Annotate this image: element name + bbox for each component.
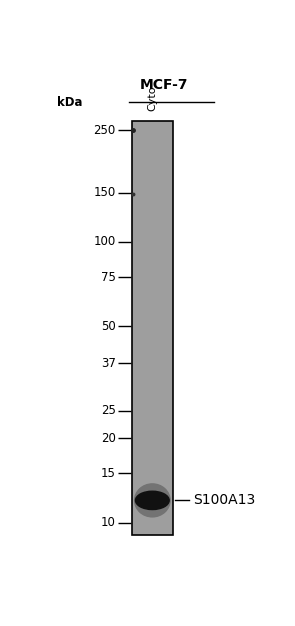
Text: 10: 10 (101, 516, 116, 529)
Text: 75: 75 (101, 270, 116, 284)
Text: 25: 25 (101, 404, 116, 418)
Text: 50: 50 (101, 320, 116, 333)
Text: kDa: kDa (58, 96, 83, 109)
Ellipse shape (135, 491, 169, 510)
Bar (132, 121, 173, 535)
Ellipse shape (135, 484, 170, 517)
Text: 150: 150 (94, 186, 116, 199)
Text: Cyto: Cyto (147, 86, 157, 111)
Text: 100: 100 (94, 235, 116, 249)
Text: 37: 37 (101, 357, 116, 369)
Text: MCF-7: MCF-7 (140, 78, 188, 92)
Text: 20: 20 (101, 432, 116, 444)
Text: S100A13: S100A13 (194, 493, 256, 508)
Text: 15: 15 (101, 467, 116, 480)
Text: 250: 250 (94, 124, 116, 137)
